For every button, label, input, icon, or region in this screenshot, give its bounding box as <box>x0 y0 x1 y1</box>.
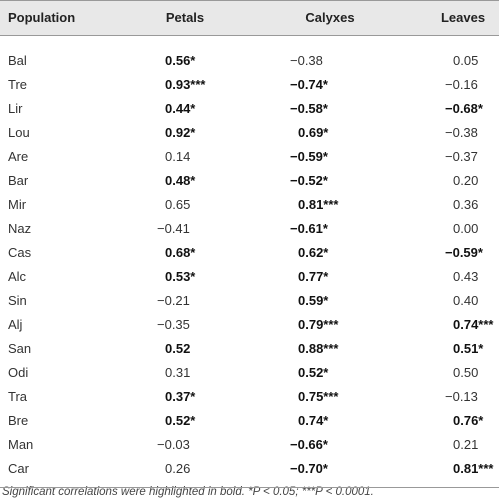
value-cell: 0.77* <box>298 269 329 284</box>
population-label: Bar <box>8 173 29 188</box>
value-cell: 0.93*** <box>165 77 206 92</box>
footnote: Significant correlations were highlighte… <box>2 486 374 498</box>
value-cell: −0.66* <box>290 437 328 452</box>
value-cell: 0.36 <box>453 197 479 212</box>
value-cell: −0.03 <box>157 437 190 452</box>
value-cell: 0.20 <box>453 173 479 188</box>
value-cell: 0.52* <box>298 365 329 380</box>
value-cell: 0.48* <box>165 173 196 188</box>
table-bottom-rule <box>0 487 499 488</box>
value-cell: 0.56* <box>165 53 196 68</box>
population-label: Car <box>8 461 29 476</box>
value-cell: 0.53* <box>165 269 196 284</box>
column-header: Population <box>8 10 76 25</box>
population-label: Tre <box>8 77 28 92</box>
population-label: Man <box>8 437 34 452</box>
value-cell: 0.88*** <box>298 341 339 356</box>
value-cell: 0.74*** <box>453 317 494 332</box>
population-label: Lou <box>8 125 30 140</box>
value-cell: 0.65 <box>165 197 191 212</box>
value-cell: 0.81*** <box>453 461 494 476</box>
value-cell: −0.13 <box>445 389 478 404</box>
value-cell: −0.38 <box>445 125 478 140</box>
header-row <box>0 0 499 36</box>
population-label: Mir <box>8 197 27 212</box>
population-label: Bal <box>8 53 27 68</box>
value-cell: −0.41 <box>157 221 190 236</box>
population-label: Odi <box>8 365 29 380</box>
value-cell: 0.51* <box>453 341 484 356</box>
value-cell: 0.76* <box>453 413 484 428</box>
value-cell: −0.38 <box>290 53 323 68</box>
value-cell: 0.40 <box>453 293 479 308</box>
value-cell: −0.59* <box>445 245 483 260</box>
population-label: Cas <box>8 245 32 260</box>
value-cell: −0.21 <box>157 293 190 308</box>
value-cell: 0.14 <box>165 149 191 164</box>
value-cell: 0.37* <box>165 389 196 404</box>
value-cell: 0.69* <box>298 125 329 140</box>
population-label: Lir <box>8 101 23 116</box>
value-cell: −0.16 <box>445 77 478 92</box>
value-cell: 0.44* <box>165 101 196 116</box>
value-cell: 0.31 <box>165 365 191 380</box>
value-cell: 0.81*** <box>298 197 339 212</box>
column-header: Leaves <box>440 10 486 25</box>
value-cell: 0.52* <box>165 413 196 428</box>
value-cell: 0.92* <box>165 125 196 140</box>
value-cell: −0.52* <box>290 173 328 188</box>
value-cell: 0.26 <box>165 461 191 476</box>
population-label: Alj <box>8 317 23 332</box>
value-cell: −0.58* <box>290 101 328 116</box>
population-label: Sin <box>8 293 27 308</box>
value-cell: −0.61* <box>290 221 328 236</box>
value-cell: −0.74* <box>290 77 328 92</box>
value-cell: 0.75*** <box>298 389 339 404</box>
value-cell: −0.70* <box>290 461 328 476</box>
value-cell: −0.35 <box>157 317 190 332</box>
column-header: Petals <box>165 10 205 25</box>
value-cell: 0.79*** <box>298 317 339 332</box>
value-cell: −0.59* <box>290 149 328 164</box>
value-cell: 0.43 <box>453 269 479 284</box>
population-label: Are <box>8 149 29 164</box>
value-cell: −0.37 <box>445 149 478 164</box>
population-label: Naz <box>8 221 32 236</box>
value-cell: 0.59* <box>298 293 329 308</box>
population-label: San <box>8 341 32 356</box>
population-label: Tra <box>8 389 28 404</box>
value-cell: 0.74* <box>298 413 329 428</box>
value-cell: 0.52 <box>165 341 191 356</box>
column-header: Calyxes <box>305 10 355 25</box>
value-cell: 0.68* <box>165 245 196 260</box>
population-label: Alc <box>8 269 27 284</box>
value-cell: 0.21 <box>453 437 479 452</box>
value-cell: 0.62* <box>298 245 329 260</box>
value-cell: 0.00 <box>453 221 479 236</box>
population-label: Bre <box>8 413 29 428</box>
value-cell: −0.68* <box>445 101 483 116</box>
value-cell: 0.05 <box>453 53 479 68</box>
value-cell: 0.50 <box>453 365 479 380</box>
